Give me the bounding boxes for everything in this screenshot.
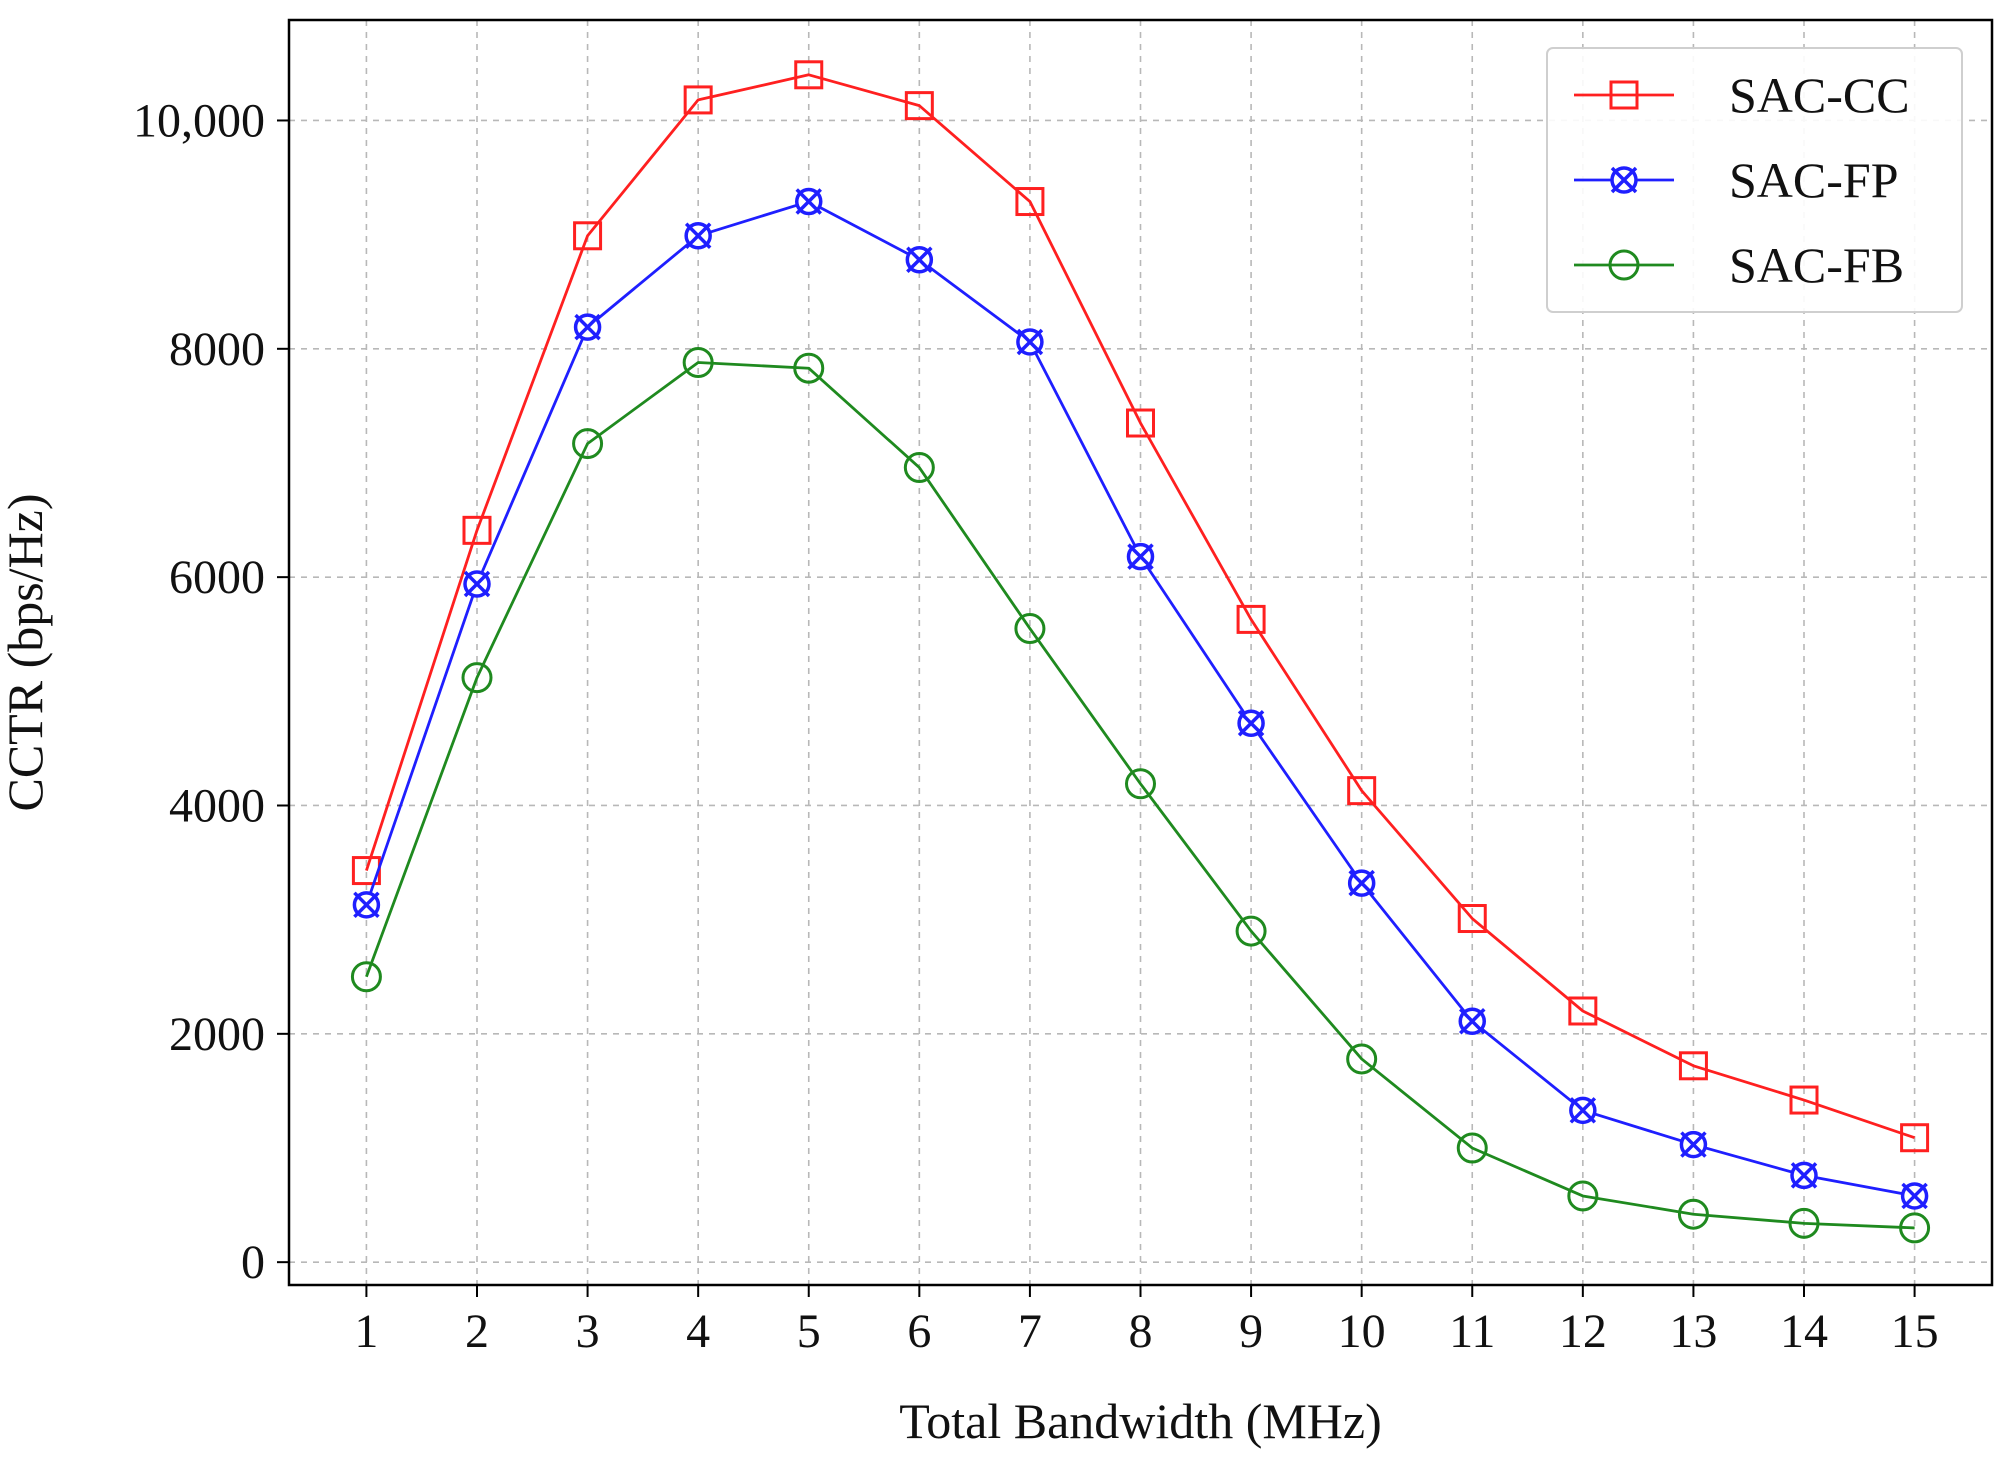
y-tick-label: 4000 xyxy=(169,779,265,832)
x-tick-label: 5 xyxy=(797,1305,821,1358)
x-tick-label: 14 xyxy=(1780,1305,1828,1358)
data-point xyxy=(573,221,603,251)
data-point xyxy=(1015,187,1045,217)
x-tick-label: 12 xyxy=(1559,1305,1607,1358)
y-tick-label: 6000 xyxy=(169,551,265,604)
data-point xyxy=(573,313,602,341)
series-sac-fp xyxy=(352,187,1929,1210)
legend: SAC-CC SAC-FP SAC-FB xyxy=(1546,47,1963,313)
data-point xyxy=(1457,904,1487,934)
data-point xyxy=(1568,996,1598,1026)
y-axis-label: CCTR (bps/Hz) xyxy=(0,493,53,811)
data-point xyxy=(1346,1043,1378,1075)
data-point xyxy=(1458,1007,1487,1036)
legend-marker xyxy=(1608,249,1640,281)
data-point xyxy=(1125,768,1156,800)
data-point xyxy=(1347,776,1377,806)
data-point xyxy=(793,352,825,384)
x-tick-label: 4 xyxy=(686,1305,710,1358)
axis-ticks: 1 2 3 4 5 6 7 8 9 10 11 12 13 14 150200040006000800010… xyxy=(133,94,1939,1358)
y-tick-label: 8000 xyxy=(169,323,265,376)
data-point xyxy=(683,85,713,115)
x-tick-label: 8 xyxy=(1129,1305,1153,1358)
data-point xyxy=(794,60,824,90)
legend-label: SAC-CC xyxy=(1729,67,1910,123)
data-point xyxy=(461,662,493,694)
data-point xyxy=(1456,1132,1488,1164)
data-point xyxy=(1900,1123,1930,1153)
data-point xyxy=(1126,408,1155,438)
y-tick-label: 10,000 xyxy=(133,94,265,147)
x-axis-label: Total Bandwidth (MHz) xyxy=(899,1393,1382,1449)
series-line-sac-cc xyxy=(365,73,1916,1140)
data-point xyxy=(903,452,935,484)
data-point xyxy=(1567,1180,1599,1212)
legend-marker xyxy=(1609,80,1639,110)
data-point xyxy=(905,246,934,274)
data-point xyxy=(1788,1207,1820,1239)
data-point xyxy=(1679,1130,1708,1159)
x-tick-label: 15 xyxy=(1891,1305,1939,1358)
y-tick-label: 2000 xyxy=(169,1008,265,1061)
data-point xyxy=(463,570,491,598)
data-point xyxy=(1790,1161,1818,1190)
legend-marker xyxy=(1610,166,1638,194)
legend-label: SAC-FP xyxy=(1729,152,1899,208)
data-point xyxy=(684,222,712,250)
series-line-sac-fb xyxy=(365,361,1915,1230)
data-point xyxy=(682,347,714,379)
legend-box xyxy=(1546,47,1963,313)
x-tick-label: 13 xyxy=(1669,1305,1717,1358)
x-tick-label: 9 xyxy=(1239,1305,1263,1358)
x-tick-label: 10 xyxy=(1338,1305,1386,1358)
data-point xyxy=(1678,1051,1708,1081)
data-point xyxy=(1569,1096,1597,1125)
x-tick-label: 1 xyxy=(354,1305,378,1358)
series-sac-fb xyxy=(350,347,1931,1244)
legend-item: SAC-CC xyxy=(1574,67,1910,123)
data-point xyxy=(1237,709,1265,738)
data-point xyxy=(1900,1182,1929,1210)
data-point xyxy=(1236,604,1266,634)
data-point xyxy=(1789,1085,1819,1115)
data-point xyxy=(352,891,381,919)
data-point xyxy=(904,91,934,121)
x-tick-label: 11 xyxy=(1449,1305,1495,1358)
series-sac-cc xyxy=(351,60,1930,1153)
data-point xyxy=(1014,613,1046,645)
data-point xyxy=(572,428,604,460)
legend-item: SAC-FP xyxy=(1574,152,1899,208)
series-layer xyxy=(350,60,1931,1244)
data-point xyxy=(1126,542,1155,571)
legend-label: SAC-FB xyxy=(1729,237,1904,293)
x-tick-label: 6 xyxy=(907,1305,931,1358)
y-tick-label: 0 xyxy=(241,1236,265,1289)
data-point xyxy=(1677,1198,1709,1230)
data-point xyxy=(1347,869,1376,897)
data-point xyxy=(1235,915,1267,947)
legend-item: SAC-FB xyxy=(1574,237,1904,293)
data-point xyxy=(1016,328,1044,356)
x-tick-label: 7 xyxy=(1018,1305,1042,1358)
data-point xyxy=(462,515,492,545)
data-point xyxy=(1899,1212,1931,1244)
x-tick-label: 3 xyxy=(576,1305,600,1358)
data-point xyxy=(350,961,382,993)
x-tick-label: 2 xyxy=(465,1305,489,1358)
data-point xyxy=(794,187,823,216)
